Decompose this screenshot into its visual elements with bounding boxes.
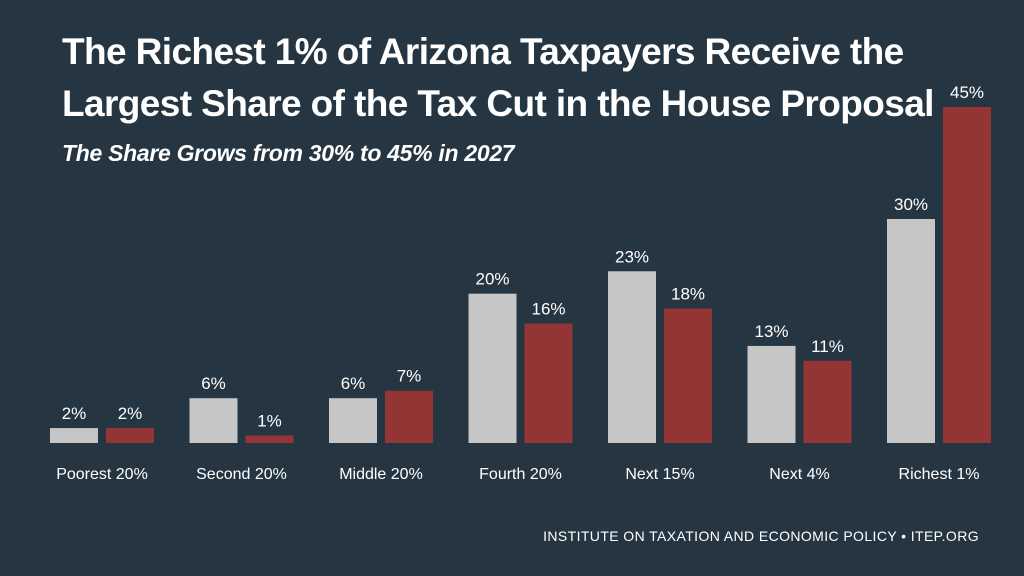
category-label-4: Next 15% [625, 466, 694, 483]
data-label-series2-2: 7% [397, 367, 422, 386]
bar-series2-0 [106, 428, 154, 443]
data-label-series1-5: 13% [754, 322, 788, 341]
category-label-2: Middle 20% [339, 466, 423, 483]
chart-title: The Richest 1% of Arizona Taxpayers Rece… [62, 31, 934, 124]
category-label-3: Fourth 20% [479, 466, 562, 483]
bar-series2-2 [385, 390, 433, 443]
category-label-0: Poorest 20% [56, 466, 148, 483]
data-label-series1-6: 30% [894, 195, 928, 214]
bar-series2-5 [803, 360, 852, 443]
bar-series2-4 [664, 308, 712, 443]
source-credit: INSTITUTE ON TAXATION AND ECONOMIC POLIC… [543, 528, 979, 544]
data-label-series1-0: 2% [62, 404, 87, 423]
bar-series1-5 [747, 345, 796, 443]
bar-series1-6 [887, 219, 935, 443]
chart-subtitle: The Share Grows from 30% to 45% in 2027 [62, 140, 515, 166]
category-label-6: Richest 1% [899, 466, 980, 483]
data-label-series2-5: 11% [811, 337, 844, 356]
bar-series2-6 [943, 107, 991, 443]
bar-series2-3 [524, 323, 573, 443]
data-label-series1-2: 6% [341, 374, 366, 393]
bar-series1-3 [468, 293, 517, 443]
data-label-series2-6: 45% [950, 83, 984, 102]
data-label-series1-3: 20% [475, 270, 509, 289]
data-label-series1-1: 6% [201, 374, 226, 393]
data-label-series2-1: 1% [257, 412, 282, 431]
data-label-series2-3: 16% [531, 300, 565, 319]
bar-series1-1 [189, 398, 238, 443]
data-label-series2-4: 18% [671, 285, 705, 304]
category-label-5: Next 4% [769, 466, 829, 483]
category-label-1: Second 20% [196, 466, 287, 483]
bar-series1-4 [608, 271, 656, 443]
bar-series1-2 [329, 398, 377, 443]
bar-series2-1 [245, 435, 294, 443]
data-label-series1-4: 23% [615, 247, 649, 266]
data-label-series2-0: 2% [118, 404, 143, 423]
bar-series1-0 [50, 428, 98, 443]
